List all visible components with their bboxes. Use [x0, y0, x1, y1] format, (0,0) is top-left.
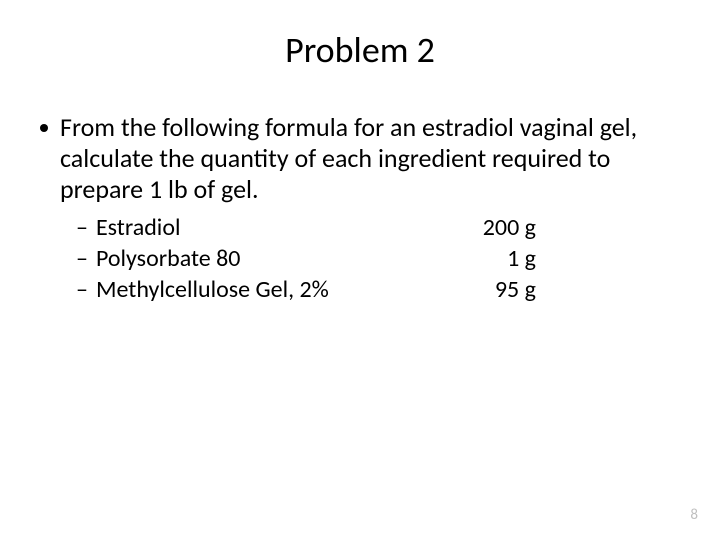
bullet-text: From the following formula for an estrad… [60, 112, 680, 206]
dash-icon: – [76, 212, 88, 243]
body-content: From the following formula for an estrad… [40, 112, 680, 305]
ingredient-name: Polysorbate 80 [96, 243, 241, 274]
ingredient-amount: 200 g [483, 212, 536, 243]
list-item: – Estradiol 200 g [76, 212, 680, 243]
bullet-item: From the following formula for an estrad… [40, 112, 680, 206]
ingredient-list: – Estradiol 200 g – Polysorbate 80 1 g –… [76, 212, 680, 306]
bullet-icon [40, 124, 48, 132]
dash-icon: – [76, 243, 88, 274]
page-number: 8 [690, 506, 698, 524]
ingredient-amount: 1 g [507, 243, 536, 274]
ingredient-amount: 95 g [495, 274, 536, 305]
ingredient-name: Estradiol [96, 212, 181, 243]
slide: Problem 2 From the following formula for… [0, 0, 720, 540]
ingredient-name: Methylcellulose Gel, 2% [96, 274, 329, 305]
dash-icon: – [76, 274, 88, 305]
slide-title: Problem 2 [40, 28, 680, 72]
list-item: – Methylcellulose Gel, 2% 95 g [76, 274, 680, 305]
list-item: – Polysorbate 80 1 g [76, 243, 680, 274]
